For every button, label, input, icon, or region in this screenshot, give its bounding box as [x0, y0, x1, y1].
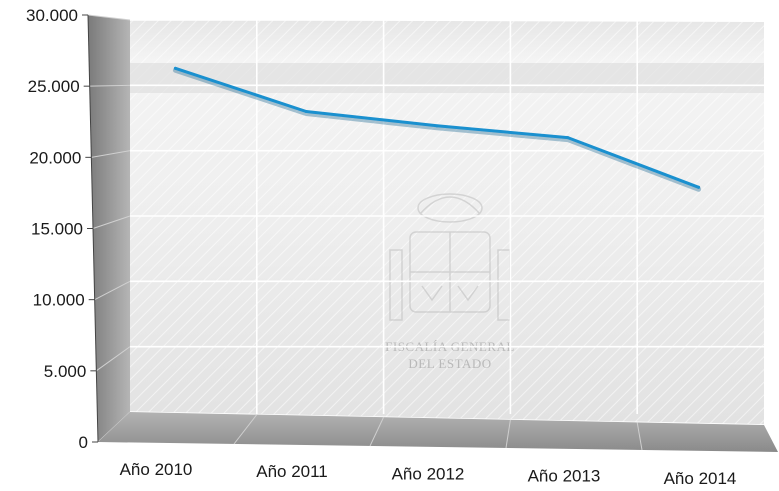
- y-tick-label: 10.000: [33, 291, 85, 310]
- chart-floor: [98, 412, 778, 452]
- y-tick-label: 5.000: [44, 362, 87, 381]
- side-grid-line: [96, 346, 131, 372]
- y-tick-label: 0: [79, 433, 88, 452]
- series-point: [697, 185, 701, 189]
- series-point: [566, 136, 570, 140]
- watermark-text: FISCALÍA GENERAL DEL ESTADO: [385, 339, 514, 371]
- y-tick-label: 20.000: [29, 148, 81, 167]
- chart-side-wall: [88, 15, 130, 442]
- x-tick-label: Año 2011: [256, 462, 328, 481]
- floor-line: [233, 414, 258, 445]
- x-tick-label: Año 2012: [392, 464, 465, 483]
- x-tick-label: Año 2010: [120, 460, 193, 479]
- floor-line: [505, 419, 511, 449]
- y-tick-label: 15.000: [31, 220, 83, 239]
- series-layer: [172, 66, 702, 192]
- series-point: [304, 109, 308, 113]
- y-tick-label: 30.000: [26, 6, 78, 25]
- series-point: [435, 124, 439, 128]
- x-axis: Año 2010 Año 2011 Año 2012 Año 2013 Año 2014: [120, 460, 737, 488]
- floor-line: [369, 416, 385, 447]
- y-axis: 0 5.000 10.000 15.000 20.000 25.000 30.000: [26, 6, 98, 452]
- chart-floor-lines: [233, 414, 643, 451]
- x-tick-label: Año 2013: [528, 467, 601, 486]
- y-tick-label: 25.000: [28, 77, 80, 96]
- watermark-line-2: DEL ESTADO: [408, 356, 491, 371]
- side-grid-line: [87, 14, 131, 21]
- side-grid-line: [91, 150, 131, 158]
- side-grid-line: [94, 280, 131, 301]
- floor-line: [636, 422, 643, 451]
- side-grid-line: [92, 215, 131, 229]
- watermark-seal: [389, 193, 511, 321]
- series-line-shadow: [172, 67, 702, 192]
- side-grid-line: [89, 84, 131, 87]
- series-point: [173, 66, 177, 70]
- x-tick-label: Año 2014: [664, 469, 737, 488]
